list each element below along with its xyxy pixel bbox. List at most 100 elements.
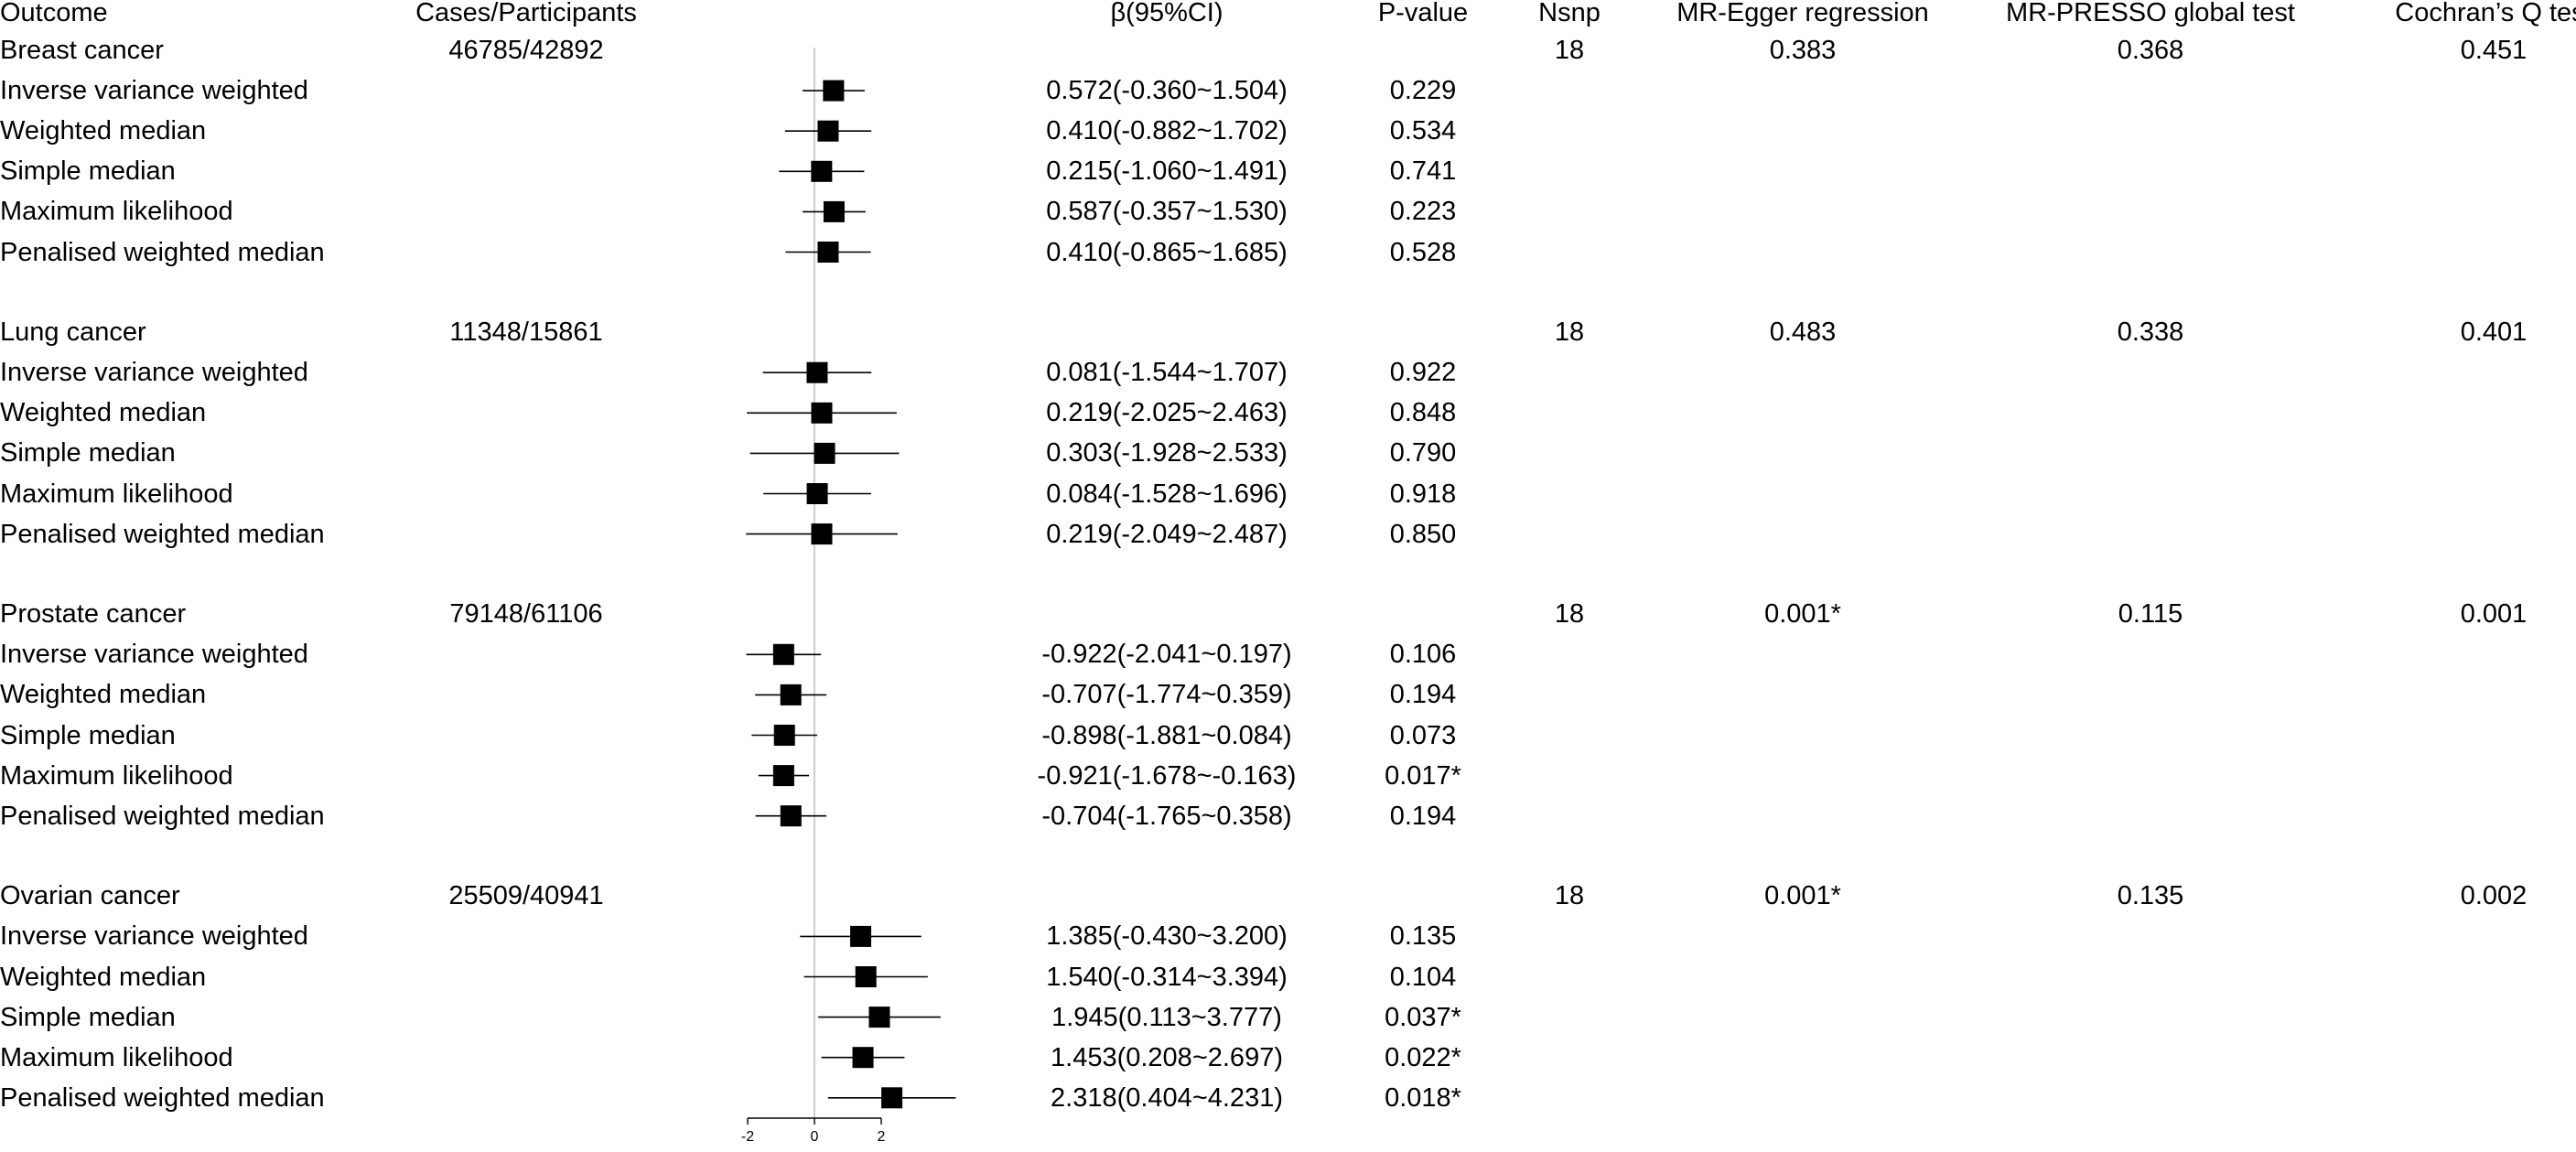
cochran-value: 0.002 xyxy=(2460,881,2527,911)
method-label: Maximum likelihood xyxy=(0,197,233,227)
method-label: Penalised weighted median xyxy=(0,1082,325,1113)
nsnp-value: 18 xyxy=(1554,881,1585,911)
method-label: Maximum likelihood xyxy=(0,760,233,791)
point-estimate xyxy=(772,643,794,665)
presso-value: 0.368 xyxy=(2117,36,2184,65)
ci-text: 0.410(-0.865~1.685) xyxy=(1046,237,1288,267)
ci-text: 1.540(-0.314~3.394) xyxy=(1046,962,1288,992)
ci-text: 0.215(-1.060~1.491) xyxy=(1046,156,1288,187)
pvalue-text: 0.223 xyxy=(1389,197,1457,227)
point-estimate xyxy=(780,684,802,705)
ci-text: -0.704(-1.765~0.358) xyxy=(1041,801,1292,831)
method-label: Penalised weighted median xyxy=(0,237,325,267)
x-tick-label: 2 xyxy=(878,1129,886,1145)
method-label: Weighted median xyxy=(0,962,207,992)
method-label: Simple median xyxy=(0,438,176,468)
point-estimate xyxy=(823,80,845,102)
header-beta: β(95%CI) xyxy=(1110,0,1223,27)
ci-text: 0.081(-1.544~1.707) xyxy=(1046,358,1288,388)
method-label: Inverse variance weighted xyxy=(0,76,308,106)
ci-text: 1.453(0.208~2.697) xyxy=(1051,1042,1283,1072)
pvalue-text: 0.741 xyxy=(1389,156,1457,187)
method-label: Weighted median xyxy=(0,398,207,428)
ci-text: 0.303(-1.928~2.533) xyxy=(1046,438,1288,468)
pvalue-text: 0.104 xyxy=(1389,962,1457,992)
ci-text: -0.898(-1.881~0.084) xyxy=(1041,720,1292,750)
egger-value: 0.001* xyxy=(1764,881,1841,911)
point-estimate xyxy=(773,725,795,746)
presso-value: 0.115 xyxy=(2118,599,2183,630)
pvalue-text: 0.194 xyxy=(1389,801,1457,831)
pvalue-text: 0.106 xyxy=(1389,640,1457,670)
method-label: Simple median xyxy=(0,720,176,750)
method-label: Weighted median xyxy=(0,680,207,710)
point-estimate xyxy=(811,160,833,182)
ci-text: 0.219(-2.025~2.463) xyxy=(1046,398,1288,428)
pvalue-text: 0.194 xyxy=(1389,680,1457,710)
method-label: Weighted median xyxy=(0,116,207,146)
point-estimate xyxy=(852,1047,874,1069)
ci-text: 0.587(-0.357~1.530) xyxy=(1046,197,1288,227)
header-outcome: Outcome xyxy=(0,0,108,27)
cases-value: 11348/15861 xyxy=(449,318,603,348)
ci-text: 0.084(-1.528~1.696) xyxy=(1046,479,1288,509)
egger-value: 0.383 xyxy=(1769,36,1837,65)
header-cochran: Cochran’s Q test xyxy=(2395,0,2576,27)
header-presso: MR-PRESSO global test xyxy=(2006,0,2295,27)
cases-value: 46785/42892 xyxy=(448,36,604,65)
pvalue-text: 0.848 xyxy=(1389,398,1457,428)
egger-value: 0.483 xyxy=(1769,318,1837,348)
point-estimate xyxy=(855,966,877,987)
pvalue-text: 0.135 xyxy=(1389,921,1457,952)
point-estimate xyxy=(881,1087,903,1109)
pvalue-text: 0.790 xyxy=(1389,438,1457,468)
point-estimate xyxy=(772,765,794,787)
presso-value: 0.338 xyxy=(2117,318,2184,348)
header-nsnp: Nsnp xyxy=(1538,0,1601,27)
ci-text: 2.318(0.404~4.231) xyxy=(1051,1082,1283,1113)
method-label: Inverse variance weighted xyxy=(0,358,308,388)
cases-value: 79148/61106 xyxy=(449,599,603,630)
cochran-value: 0.401 xyxy=(2460,318,2527,348)
method-label: Inverse variance weighted xyxy=(0,640,308,670)
method-label: Maximum likelihood xyxy=(0,479,233,509)
presso-value: 0.135 xyxy=(2117,881,2184,911)
x-tick-label: -2 xyxy=(741,1129,754,1145)
ci-text: 0.410(-0.882~1.702) xyxy=(1046,116,1288,146)
point-estimate xyxy=(806,361,828,383)
pvalue-text: 0.528 xyxy=(1389,237,1457,267)
point-estimate xyxy=(817,242,839,263)
pvalue-text: 0.922 xyxy=(1389,358,1457,388)
point-estimate xyxy=(823,200,845,222)
ci-text: 1.945(0.113~3.777) xyxy=(1051,1002,1282,1032)
pvalue-text: 0.918 xyxy=(1389,479,1457,509)
pvalue-text: 0.229 xyxy=(1389,76,1457,106)
ci-text: -0.707(-1.774~0.359) xyxy=(1041,680,1292,710)
nsnp-value: 18 xyxy=(1554,599,1585,630)
header-cases: Cases/Participants xyxy=(415,0,637,27)
point-estimate xyxy=(780,805,802,827)
pvalue-text: 0.850 xyxy=(1389,519,1457,549)
ci-text: -0.922(-2.041~0.197) xyxy=(1041,640,1292,670)
point-estimate xyxy=(814,442,835,464)
nsnp-value: 18 xyxy=(1554,36,1585,65)
ci-text: -0.921(-1.678~-0.163) xyxy=(1037,760,1297,791)
pvalue-text: 0.534 xyxy=(1389,116,1457,146)
outcome-label: Prostate cancer xyxy=(0,599,187,630)
point-estimate xyxy=(850,925,872,947)
method-label: Inverse variance weighted xyxy=(0,921,308,952)
pvalue-text: 0.018* xyxy=(1385,1082,1461,1113)
cochran-value: 0.451 xyxy=(2460,36,2527,65)
point-estimate xyxy=(806,483,828,504)
outcome-label: Lung cancer xyxy=(0,318,146,348)
pvalue-text: 0.073 xyxy=(1389,720,1457,750)
cases-value: 25509/40941 xyxy=(448,881,604,911)
method-label: Penalised weighted median xyxy=(0,519,325,549)
point-estimate xyxy=(811,402,833,424)
x-tick-label: 0 xyxy=(811,1129,819,1145)
method-label: Penalised weighted median xyxy=(0,801,325,831)
egger-value: 0.001* xyxy=(1764,599,1841,630)
header-pvalue: P-value xyxy=(1377,0,1469,27)
